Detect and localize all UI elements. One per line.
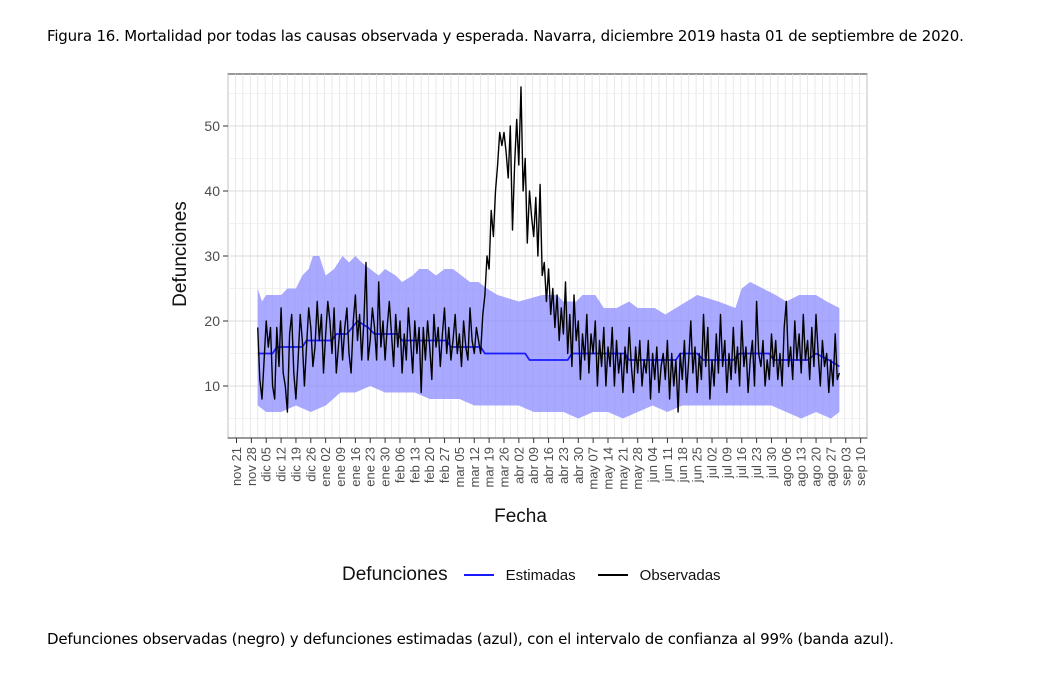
x-tick-label: jun 25 <box>690 447 705 483</box>
x-tick-label: abr 30 <box>571 447 586 484</box>
legend-key-estimadas <box>463 574 494 576</box>
y-tick-label: 50 <box>204 118 220 134</box>
x-tick-label: dic 05 <box>259 447 274 482</box>
x-tick-label: sep 03 <box>838 447 853 486</box>
x-tick-label: jul 16 <box>734 447 749 479</box>
x-tick-label: ene 02 <box>318 447 333 487</box>
x-tick-label: may 14 <box>601 447 616 490</box>
x-tick-label: abr 23 <box>556 447 571 484</box>
y-tick-label: 10 <box>204 378 220 394</box>
x-tick-label: jun 18 <box>675 447 690 483</box>
x-tick-label: sep 10 <box>853 447 868 486</box>
y-axis: 10 20 30 40 50 <box>204 118 228 394</box>
confidence-band <box>257 256 840 419</box>
x-tick-label: nov 21 <box>229 447 244 486</box>
x-tick-label: mar 05 <box>452 447 467 487</box>
x-tick-label: may 21 <box>615 447 630 490</box>
x-tick-label: feb 06 <box>393 447 408 483</box>
figure-footnote: Defunciones observadas (negro) y defunci… <box>47 630 894 648</box>
x-tick-label: ene 30 <box>378 447 393 487</box>
x-tick-label: may 07 <box>586 447 601 490</box>
x-tick-label: feb 27 <box>437 447 452 483</box>
y-tick-label: 30 <box>204 248 220 264</box>
legend-title: Defunciones <box>342 564 448 585</box>
x-tick-label: ago 06 <box>779 447 794 487</box>
chart-legend: Defunciones Estimadas Observadas <box>342 562 743 588</box>
x-tick-label: jun 11 <box>660 447 675 482</box>
x-tick-label: ago 13 <box>794 447 809 487</box>
x-tick-label: feb 13 <box>407 447 422 483</box>
x-tick-label: abr 02 <box>511 447 526 484</box>
x-tick-label: ene 16 <box>348 447 363 487</box>
legend-label-observadas: Observadas <box>639 566 721 584</box>
x-tick-label: dic 12 <box>274 447 289 482</box>
x-tick-label: dic 26 <box>303 447 318 482</box>
x-tick-label: jul 09 <box>719 447 734 479</box>
x-tick-label: ene 23 <box>363 447 378 487</box>
y-tick-label: 20 <box>204 313 220 329</box>
x-tick-label: mar 12 <box>467 447 482 487</box>
x-tick-label: ene 09 <box>333 447 348 487</box>
legend-label-estimadas: Estimadas <box>505 566 576 584</box>
x-tick-label: jul 23 <box>749 447 764 479</box>
x-tick-label: ago 27 <box>823 447 838 487</box>
x-tick-label: jul 02 <box>705 447 720 479</box>
x-axis-title: Fecha <box>494 506 547 527</box>
x-tick-label: may 28 <box>630 447 645 490</box>
x-tick-label: ago 20 <box>809 447 824 487</box>
x-tick-label: abr 09 <box>526 447 541 484</box>
x-tick-label: dic 19 <box>288 447 303 482</box>
y-axis-title: Defunciones <box>170 201 191 307</box>
y-tick-label: 40 <box>204 183 220 199</box>
x-tick-label: jul 30 <box>764 447 779 479</box>
x-tick-label: mar 26 <box>497 447 512 487</box>
figure-caption: Figura 16. Mortalidad por todas las caus… <box>47 27 964 45</box>
legend-key-observadas <box>597 574 628 576</box>
x-tick-label: jun 04 <box>645 447 660 483</box>
x-tick-label: nov 28 <box>244 447 259 486</box>
x-tick-label: feb 20 <box>422 447 437 483</box>
x-axis: nov 21 nov 28 dic 05 dic 12 dic 19 dic 26 ene … <box>228 437 868 490</box>
x-tick-label: mar 19 <box>482 447 497 487</box>
series-line-observadas <box>257 86 841 413</box>
x-tick-label: abr 16 <box>541 447 556 484</box>
